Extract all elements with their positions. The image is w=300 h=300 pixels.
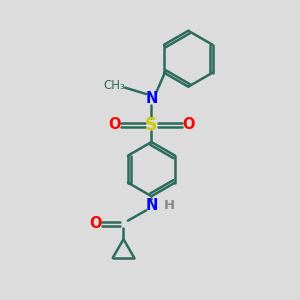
- Text: O: O: [108, 118, 121, 133]
- Text: N: N: [145, 91, 158, 106]
- Text: O: O: [89, 216, 102, 231]
- Text: H: H: [164, 200, 175, 212]
- Text: CH₃: CH₃: [104, 79, 125, 92]
- Text: N: N: [145, 198, 158, 213]
- Text: O: O: [182, 118, 194, 133]
- Text: S: S: [145, 116, 158, 134]
